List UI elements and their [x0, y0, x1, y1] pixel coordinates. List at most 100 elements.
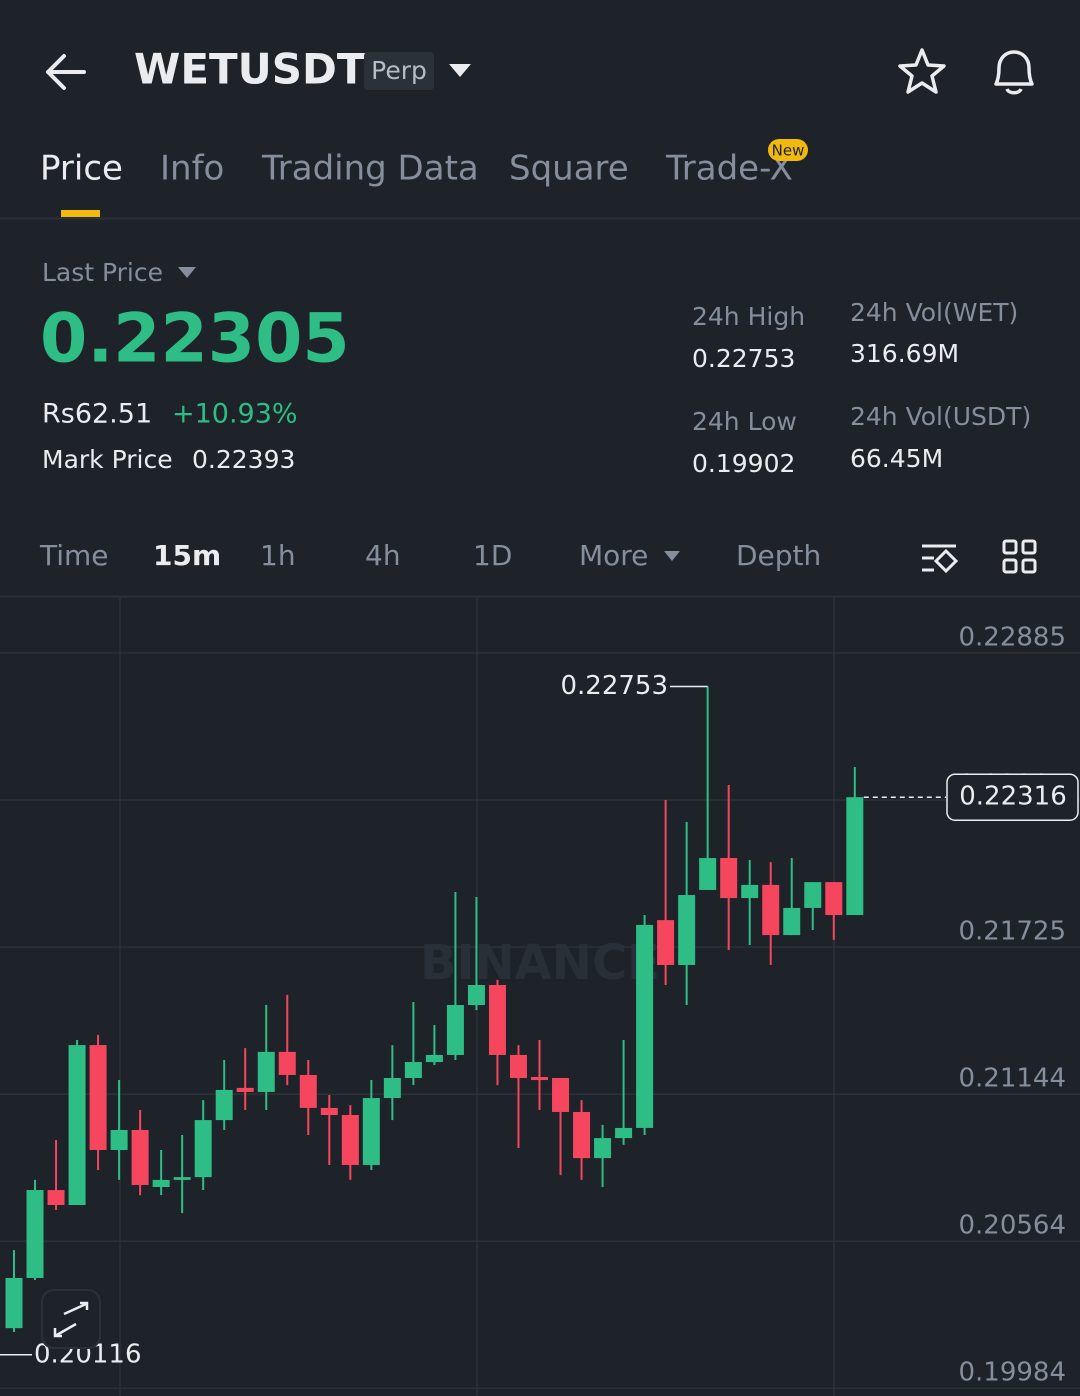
- more-dropdown[interactable]: [664, 551, 680, 561]
- stat-label: 24h Low: [692, 407, 797, 436]
- candle-body: [47, 1190, 65, 1205]
- candle-body: [636, 924, 654, 1128]
- candle-body: [278, 1051, 296, 1075]
- candle-body: [194, 1120, 212, 1178]
- last-price-box: [946, 773, 1079, 821]
- candle-body: [552, 1078, 570, 1112]
- last-price: 0.22305: [40, 300, 350, 379]
- tab[interactable]: Trading Data: [261, 149, 479, 189]
- expand-button[interactable]: [41, 1289, 101, 1349]
- candle-body: [404, 1062, 422, 1079]
- interval[interactable]: 15m: [153, 539, 221, 572]
- y-tick-label: 0.21144: [958, 1064, 1066, 1094]
- mark-price: 0.22393: [192, 445, 295, 474]
- candle-body: [425, 1054, 443, 1063]
- candle-body: [783, 907, 801, 936]
- candle-body: [383, 1078, 401, 1099]
- alert-button[interactable]: [994, 50, 1034, 95]
- stat-value: 0.22753: [692, 344, 795, 373]
- layout-cell: [1021, 539, 1037, 555]
- candle-body: [467, 985, 485, 1006]
- tab[interactable]: Price: [40, 149, 123, 189]
- tab-bar: Price Info Trading Data Square Trade-X: [40, 149, 793, 189]
- candle-body: [68, 1045, 86, 1205]
- perp-badge: Perp: [371, 56, 427, 85]
- candle-body: [152, 1179, 170, 1187]
- chart-settings-button[interactable]: [922, 544, 959, 574]
- candle-body: [446, 1005, 464, 1055]
- candle-body: [741, 884, 759, 899]
- candle-body: [341, 1115, 359, 1165]
- stat-label: 24h Vol(USDT): [850, 402, 1031, 431]
- candle-body: [594, 1138, 612, 1159]
- candle-body: [825, 882, 843, 916]
- candle-body: [5, 1277, 23, 1329]
- candle-body: [846, 797, 864, 916]
- settings-lines: [922, 544, 956, 572]
- candle-body: [257, 1051, 275, 1092]
- mark-price-label: Mark Price: [42, 445, 173, 474]
- symbol-dropdown[interactable]: [449, 64, 471, 77]
- candle-body: [320, 1107, 338, 1116]
- last-price-label: Last Price: [42, 258, 163, 287]
- candle-body: [362, 1098, 380, 1165]
- interval[interactable]: 1D: [473, 539, 512, 572]
- candle-body: [531, 1077, 548, 1081]
- stat-label: 24h Vol(WET): [850, 298, 1018, 327]
- candle-body: [488, 985, 506, 1055]
- tab[interactable]: Square: [509, 149, 629, 189]
- stat-value: 316.69M: [850, 339, 959, 368]
- stat-value: 66.45M: [850, 444, 943, 473]
- watermark: BINANCE: [420, 935, 660, 991]
- interval[interactable]: 4h: [365, 539, 401, 572]
- new-badge: New: [772, 142, 805, 160]
- candle-body: [699, 858, 717, 890]
- candle-body: [131, 1129, 149, 1185]
- y-tick-label: 0.22885: [958, 622, 1066, 652]
- stat-label: 24h High: [692, 302, 805, 331]
- candle-body: [657, 920, 675, 965]
- layout-cell: [1021, 558, 1037, 574]
- stat-value: 0.19902: [692, 449, 795, 478]
- candle-body: [573, 1111, 591, 1159]
- back-button[interactable]: [46, 54, 86, 90]
- interval[interactable]: Depth: [736, 539, 821, 572]
- y-tick-label: 0.20564: [958, 1211, 1066, 1241]
- candle-body: [720, 858, 738, 899]
- stats: 24h High 0.22753 24h Vol(WET) 316.69M 24h Lo…: [692, 298, 1031, 478]
- interval-bar: Time 15m 1h 4h 1D More Depth: [39, 539, 821, 572]
- candle-body: [615, 1127, 633, 1139]
- interval[interactable]: More: [579, 539, 648, 572]
- fiat-price: Rs62.51: [42, 399, 152, 430]
- candle-body: [299, 1074, 317, 1108]
- last-price-label: 0.22316: [959, 782, 1067, 812]
- interval: Time: [39, 539, 109, 572]
- expand-icon: [53, 1301, 89, 1338]
- candle-body: [89, 1045, 107, 1150]
- favorite-button[interactable]: [898, 48, 946, 94]
- expand-bg: [41, 1289, 101, 1349]
- candlestick-chart: BINANCE 0.228850.223050.217250.211440.20…: [0, 598, 1080, 1396]
- candle-body: [26, 1190, 44, 1278]
- candle-body: [173, 1177, 191, 1180]
- layout-button[interactable]: [1002, 539, 1037, 574]
- y-tick-label: 0.19984: [958, 1358, 1066, 1388]
- interval[interactable]: 1h: [260, 539, 296, 572]
- last-price-dropdown[interactable]: [178, 267, 196, 278]
- active-tab-indicator: [61, 210, 100, 217]
- high-marker-label: 0.22753: [560, 671, 668, 701]
- candle-body: [678, 895, 696, 965]
- new-badge-bg: [768, 139, 808, 161]
- price-change: +10.93%: [172, 399, 298, 430]
- candle-body: [110, 1129, 128, 1150]
- tab[interactable]: Info: [160, 149, 224, 189]
- badge-bg: [364, 52, 434, 90]
- settings-diamond: [933, 548, 959, 574]
- candle-body: [762, 884, 780, 936]
- symbol: WETUSDT: [134, 45, 366, 94]
- layout-cell: [1002, 558, 1018, 574]
- candle-body: [509, 1054, 527, 1079]
- layout-cell: [1002, 539, 1018, 555]
